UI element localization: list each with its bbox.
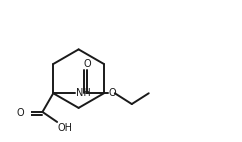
Text: OH: OH <box>58 124 73 133</box>
Text: NH: NH <box>76 88 90 98</box>
Text: O: O <box>109 88 116 98</box>
Text: O: O <box>83 59 91 69</box>
Text: O: O <box>16 108 24 118</box>
